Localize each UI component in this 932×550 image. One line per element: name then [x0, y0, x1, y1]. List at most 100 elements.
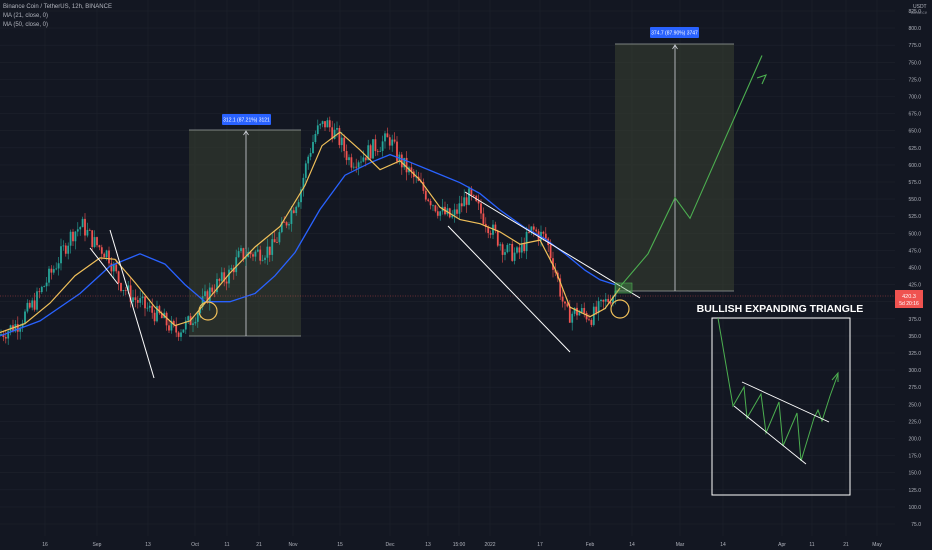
measure-box-1[interactable]	[189, 129, 301, 337]
candle	[62, 240, 65, 251]
candle	[400, 151, 403, 175]
candle	[40, 285, 43, 294]
candle	[91, 230, 94, 252]
price-tick-label: 375.0	[908, 317, 921, 323]
time-tick-label: 21	[843, 542, 849, 548]
candle	[86, 222, 89, 238]
candle	[439, 210, 442, 221]
candle	[4, 329, 7, 344]
trendline-2-lower	[447, 225, 571, 353]
time-tick-label: 17	[537, 542, 543, 548]
currency-label[interactable]: USDT Binance	[911, 4, 928, 15]
measure-label-2: 374.7 (87.90%) 3747	[650, 27, 699, 38]
price-tick-label: 675.0	[908, 112, 921, 118]
candle	[460, 196, 463, 213]
price-tick-label: 275.0	[908, 385, 921, 391]
candle	[2, 330, 5, 342]
measure-label-1: 312.1 (87.21%) 3121	[222, 114, 271, 125]
svg-text:312.1 (87.21%) 3121: 312.1 (87.21%) 3121	[223, 118, 270, 124]
candle	[280, 217, 283, 234]
candle	[304, 160, 307, 184]
candle	[79, 226, 82, 236]
candle	[45, 277, 48, 292]
price-tick-label: 75.0	[911, 522, 921, 528]
candle	[585, 310, 588, 323]
price-axis[interactable]: 825.0 800.0 775.0 750.0 725.0 700.0 675.0 650.0…	[908, 9, 921, 528]
indicator-ma50[interactable]: MA (50, close, 0)	[3, 22, 49, 28]
candle	[237, 247, 240, 258]
candle	[388, 134, 391, 150]
svg-text:420.3: 420.3	[902, 294, 916, 300]
candle	[532, 223, 535, 237]
candle	[391, 134, 394, 152]
candle	[36, 287, 38, 312]
ma-50-line	[0, 153, 616, 337]
candle	[328, 116, 331, 132]
candle	[194, 317, 197, 326]
candle	[350, 153, 353, 171]
candle	[55, 262, 58, 271]
candle	[216, 273, 218, 295]
candle	[134, 289, 137, 308]
candle	[129, 278, 132, 308]
candle	[266, 238, 269, 265]
candle	[314, 130, 317, 144]
candle	[52, 265, 55, 275]
candle	[117, 270, 120, 291]
candle	[223, 267, 226, 287]
candle	[172, 319, 175, 328]
price-tick-label: 725.0	[908, 77, 921, 83]
candle	[31, 297, 34, 311]
trendline-2-upper	[464, 191, 641, 299]
candle	[276, 237, 278, 244]
trendlines[interactable]	[89, 191, 641, 379]
pattern-illustration[interactable]: BULLISH EXPANDING TRIANGLE	[697, 303, 864, 496]
candle	[494, 221, 497, 234]
time-tick-label: Feb	[586, 542, 595, 548]
candle	[405, 151, 408, 181]
candle	[177, 331, 180, 341]
candle	[290, 205, 293, 232]
candle	[410, 162, 413, 179]
candle	[340, 132, 343, 153]
indicator-ma21[interactable]: MA (21, close, 0)	[3, 13, 49, 19]
candle	[597, 297, 600, 321]
candle	[324, 121, 326, 131]
time-tick-label: 21	[256, 542, 262, 548]
candle	[115, 259, 118, 274]
candle	[338, 125, 341, 149]
candle	[261, 254, 264, 262]
price-tick-label: 825.0	[908, 9, 921, 15]
candle	[103, 252, 106, 258]
candle	[285, 221, 288, 229]
candle	[321, 120, 324, 128]
candle	[168, 319, 170, 334]
candle	[374, 134, 377, 157]
candle	[268, 246, 271, 262]
projection-path[interactable]	[614, 55, 768, 294]
candle	[158, 304, 161, 315]
time-tick-label: 14	[629, 542, 635, 548]
candle	[72, 228, 74, 247]
candle	[535, 227, 538, 233]
candle	[141, 291, 144, 305]
price-tick-label: 800.0	[908, 26, 921, 32]
symbol-title[interactable]: Binance Coin / TetherUS, 12h, BINANCE	[3, 4, 112, 10]
time-tick-label: Sep	[93, 542, 102, 548]
measure-box-2[interactable]	[615, 43, 734, 292]
candle	[302, 173, 305, 197]
candle	[600, 298, 602, 307]
candle	[170, 316, 173, 334]
candle	[235, 249, 238, 276]
candle	[468, 186, 470, 206]
price-tick-label: 500.0	[908, 231, 921, 237]
candle	[295, 205, 298, 216]
time-axis[interactable]: 16 Sep 13 Oct 11 21 Nov 15 Dec 13 15:00 2022 17 Feb 14…	[42, 542, 882, 548]
price-tick-label: 175.0	[908, 454, 921, 460]
svg-text:5d 20:16: 5d 20:16	[899, 301, 919, 307]
candle	[146, 302, 149, 312]
highlight-circle-2[interactable]	[610, 299, 630, 319]
highlight-circle-1[interactable]	[198, 301, 218, 321]
